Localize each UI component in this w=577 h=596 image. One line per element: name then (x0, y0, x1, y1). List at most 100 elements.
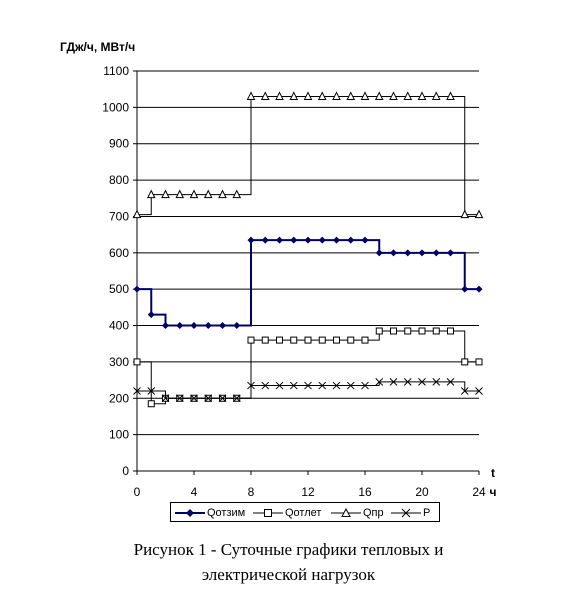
x-tick-label: 24 (472, 485, 486, 499)
data-point-s3 (375, 378, 384, 386)
data-point-s0 (333, 236, 340, 244)
data-point-s1 (432, 327, 440, 335)
data-point-s1 (247, 336, 255, 344)
x-tick-label: 16 (358, 485, 372, 499)
data-point-s0 (190, 322, 198, 330)
series-line-3 (137, 381, 479, 399)
y-tick-label: 700 (109, 209, 129, 223)
legend-marker-qotzim (175, 509, 205, 517)
data-point-s0 (347, 236, 355, 244)
data-point-s2 (175, 189, 185, 199)
x-tick-label: 8 (248, 485, 255, 499)
data-point-s0 (176, 322, 184, 330)
data-point-s2 (431, 91, 441, 100)
data-point-s3 (460, 387, 469, 395)
chart-legend: Qотзим Qотлет Qпр P (170, 502, 440, 522)
data-point-s1 (347, 336, 355, 344)
data-point-s2 (474, 209, 484, 219)
data-point-s1 (404, 327, 412, 335)
data-point-s1 (361, 336, 369, 344)
legend-marker-qotlet (253, 509, 283, 517)
data-point-s3 (289, 381, 298, 390)
legend-item-qotlet: Qотлет (253, 505, 321, 521)
data-point-s3 (232, 394, 241, 403)
data-point-s2 (246, 91, 256, 100)
data-point-s3 (204, 394, 213, 403)
data-point-s1 (261, 336, 269, 344)
data-point-s0 (247, 236, 255, 244)
data-point-s2 (389, 91, 398, 100)
x-axis-label-unit: ч (490, 485, 497, 499)
data-point-s3 (332, 381, 341, 390)
data-point-s1 (318, 336, 326, 344)
data-point-s0 (318, 236, 326, 244)
data-point-s0 (261, 236, 269, 244)
data-point-s3 (218, 394, 227, 403)
y-tick-label: 500 (109, 282, 129, 296)
data-point-s1 (447, 327, 454, 335)
data-point-s3 (304, 381, 312, 390)
data-point-s2 (303, 91, 313, 100)
data-point-s1 (133, 358, 141, 366)
y-tick-label: 300 (109, 355, 129, 369)
data-point-s1 (276, 336, 283, 344)
data-point-s2 (403, 91, 413, 100)
data-point-s0 (233, 322, 241, 330)
data-point-s0 (147, 311, 155, 319)
data-point-s2 (417, 91, 427, 100)
data-point-s2 (332, 91, 341, 100)
data-point-s2 (146, 189, 156, 199)
data-point-s3 (403, 378, 412, 386)
y-axis-label: ГДж/ч, МВт/ч (60, 40, 136, 54)
data-point-s3 (418, 378, 426, 386)
data-point-s0 (375, 249, 383, 257)
data-point-s1 (304, 336, 312, 344)
data-point-s3 (361, 381, 369, 390)
data-point-s3 (190, 394, 198, 403)
data-point-s2 (189, 189, 199, 199)
data-point-s3 (247, 381, 255, 390)
figure-caption-line-2: электрической нагрузок (201, 565, 376, 584)
legend-item-qotzim: Qотзим (175, 505, 245, 521)
data-point-s2 (132, 209, 142, 219)
data-point-s2 (232, 189, 242, 199)
legend-marker-qpr (331, 508, 361, 517)
data-point-s0 (162, 322, 169, 330)
data-point-s1 (147, 400, 155, 408)
legend-label-p: P (423, 507, 431, 519)
legend-label-qpr: Qпр (363, 507, 384, 519)
x-axis-label-t: t (491, 466, 495, 480)
x-tick-label: 4 (191, 485, 198, 499)
data-point-s2 (260, 91, 270, 100)
data-point-s0 (418, 249, 426, 257)
data-point-s1 (390, 327, 397, 335)
data-point-s0 (204, 322, 212, 330)
data-point-s0 (290, 236, 298, 244)
legend-label-qotlet: Qотлет (285, 507, 322, 519)
data-point-s0 (432, 249, 440, 257)
data-point-s3 (175, 394, 184, 403)
data-point-s1 (290, 336, 298, 344)
data-point-s3 (318, 381, 327, 390)
data-point-s3 (389, 378, 398, 386)
data-point-s2 (446, 91, 455, 100)
data-point-s2 (161, 189, 170, 199)
y-tick-label: 1100 (103, 64, 129, 78)
data-point-s3 (475, 387, 483, 395)
data-point-s0 (219, 322, 226, 330)
data-point-s0 (461, 285, 469, 293)
data-point-s1 (375, 327, 383, 335)
data-point-s2 (360, 91, 370, 100)
y-tick-label: 200 (109, 391, 129, 405)
y-tick-label: 900 (109, 137, 129, 151)
series-line-2 (137, 95, 479, 216)
data-point-s0 (304, 236, 312, 244)
y-tick-label: 800 (109, 173, 129, 187)
data-point-s1 (461, 358, 469, 366)
data-point-s3 (346, 381, 355, 390)
data-point-s3 (133, 387, 141, 395)
y-tick-label: 600 (109, 246, 129, 260)
data-point-s3 (275, 381, 284, 390)
figure-caption-line-1: Рисунок 1 - Суточные графики тепловых и (133, 540, 444, 559)
